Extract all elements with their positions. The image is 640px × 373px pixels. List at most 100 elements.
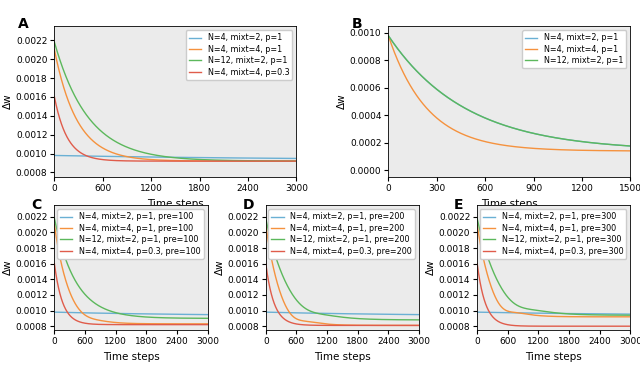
N=12, mixt=2, p=1	[167, 155, 175, 160]
N=4, mixt=4, p=1	[403, 77, 410, 81]
N=4, mixt=4, p=0.3, pre=100	[143, 322, 151, 327]
N=4, mixt=4, p=1, pre=100	[197, 322, 205, 326]
Legend: N=4, mixt=2, p=1, N=4, mixt=4, p=1, N=12, mixt=2, p=1, N=4, mixt=4, p=0.3: N=4, mixt=2, p=1, N=4, mixt=4, p=1, N=12…	[186, 30, 292, 80]
N=12, mixt=2, p=1, pre=200	[408, 317, 416, 322]
N=12, mixt=2, p=1	[403, 58, 410, 62]
N=12, mixt=2, p=1, pre=100	[111, 310, 119, 315]
N=4, mixt=2, p=1, pre=300	[627, 312, 634, 316]
Line: N=4, mixt=2, p=1: N=4, mixt=2, p=1	[54, 156, 296, 159]
N=12, mixt=2, p=1	[525, 130, 533, 135]
Line: N=12, mixt=2, p=1, pre=300: N=12, mixt=2, p=1, pre=300	[477, 219, 630, 315]
N=4, mixt=4, p=1, pre=200	[355, 323, 363, 327]
Y-axis label: Δw: Δw	[214, 260, 225, 275]
N=4, mixt=2, p=1, pre=300	[566, 311, 574, 316]
N=4, mixt=4, p=0.3, pre=100	[124, 322, 132, 327]
N=12, mixt=2, p=1	[439, 92, 447, 96]
N=4, mixt=4, p=1, pre=300	[566, 314, 574, 319]
N=4, mixt=4, p=0.3, pre=200	[292, 322, 300, 326]
N=4, mixt=4, p=1	[51, 47, 58, 52]
Line: N=4, mixt=2, p=1, pre=200: N=4, mixt=2, p=1, pre=200	[266, 312, 419, 314]
N=12, mixt=2, p=1, pre=100	[197, 316, 205, 320]
N=4, mixt=2, p=1, pre=100	[101, 311, 109, 316]
N=4, mixt=4, p=0.3, pre=300	[524, 324, 532, 328]
Line: N=12, mixt=2, p=1, pre=100: N=12, mixt=2, p=1, pre=100	[54, 219, 207, 318]
N=4, mixt=4, p=1, pre=300	[504, 309, 511, 313]
N=12, mixt=2, p=1, pre=100	[143, 315, 151, 319]
N=4, mixt=4, p=1	[292, 159, 300, 163]
N=12, mixt=2, p=1, pre=300	[620, 313, 627, 317]
N=12, mixt=2, p=1, pre=300	[504, 295, 511, 300]
N=12, mixt=2, p=1	[458, 104, 466, 109]
N=4, mixt=4, p=0.3, pre=100	[204, 322, 211, 327]
N=4, mixt=2, p=1, pre=300	[474, 310, 481, 314]
N=4, mixt=4, p=1, pre=100	[101, 319, 109, 323]
N=12, mixt=2, p=1, pre=200	[335, 314, 343, 319]
N=12, mixt=2, p=1, pre=300	[534, 308, 542, 313]
N=4, mixt=4, p=1	[627, 148, 634, 153]
N=4, mixt=4, p=0.3	[147, 159, 155, 163]
N=4, mixt=2, p=1	[131, 154, 138, 159]
N=4, mixt=2, p=1, pre=100	[143, 312, 151, 316]
N=4, mixt=2, p=1, pre=100	[204, 312, 211, 317]
N=4, mixt=2, p=1	[147, 155, 155, 159]
N=12, mixt=2, p=1, pre=300	[474, 216, 481, 221]
N=4, mixt=2, p=1, pre=100	[197, 312, 205, 317]
N=4, mixt=2, p=1, pre=300	[547, 311, 555, 316]
Text: B: B	[352, 17, 363, 31]
N=12, mixt=2, p=1	[292, 159, 300, 163]
Text: E: E	[454, 198, 464, 211]
N=4, mixt=2, p=1	[292, 156, 300, 161]
N=12, mixt=2, p=1, pre=200	[415, 318, 423, 322]
N=4, mixt=2, p=1, pre=200	[323, 311, 331, 316]
N=4, mixt=2, p=1	[51, 153, 58, 158]
N=12, mixt=2, p=1, pre=300	[627, 313, 634, 317]
N=4, mixt=2, p=1	[627, 144, 634, 148]
N=4, mixt=2, p=1	[588, 141, 595, 145]
N=12, mixt=2, p=1, pre=100	[81, 292, 89, 297]
N=4, mixt=2, p=1	[282, 156, 289, 161]
Text: A: A	[18, 17, 29, 31]
N=4, mixt=4, p=0.3	[167, 159, 175, 163]
N=4, mixt=4, p=1, pre=100	[124, 321, 132, 326]
N=4, mixt=4, p=1, pre=200	[415, 323, 423, 327]
N=4, mixt=4, p=0.3, pre=100	[81, 321, 89, 325]
N=4, mixt=2, p=1	[458, 104, 466, 109]
N=4, mixt=2, p=1, pre=200	[408, 312, 416, 317]
Line: N=4, mixt=4, p=0.3, pre=300: N=4, mixt=4, p=0.3, pre=300	[477, 264, 630, 326]
N=4, mixt=4, p=0.3, pre=300	[474, 261, 481, 266]
N=4, mixt=4, p=0.3, pre=300	[620, 324, 627, 329]
N=4, mixt=2, p=1, pre=200	[355, 312, 363, 316]
X-axis label: Time steps: Time steps	[314, 352, 371, 361]
X-axis label: Time steps: Time steps	[525, 352, 582, 361]
N=12, mixt=2, p=1	[99, 130, 106, 135]
N=4, mixt=4, p=1	[99, 146, 106, 150]
Line: N=4, mixt=4, p=1, pre=200: N=4, mixt=4, p=1, pre=200	[266, 225, 419, 325]
N=4, mixt=2, p=1, pre=100	[51, 310, 58, 314]
N=4, mixt=4, p=0.3, pre=100	[197, 322, 205, 327]
N=4, mixt=2, p=1, pre=300	[504, 310, 511, 315]
N=4, mixt=2, p=1	[99, 154, 106, 159]
N=12, mixt=2, p=1	[282, 159, 289, 163]
X-axis label: Time steps: Time steps	[147, 199, 204, 209]
Line: N=4, mixt=2, p=1, pre=300: N=4, mixt=2, p=1, pre=300	[477, 312, 630, 314]
Line: N=12, mixt=2, p=1: N=12, mixt=2, p=1	[388, 36, 630, 146]
Line: N=4, mixt=4, p=0.3, pre=200: N=4, mixt=4, p=0.3, pre=200	[266, 264, 419, 325]
Y-axis label: Δw: Δw	[426, 260, 436, 275]
N=4, mixt=4, p=1	[458, 132, 466, 136]
N=4, mixt=4, p=1	[385, 34, 392, 38]
N=12, mixt=2, p=1	[596, 141, 604, 146]
N=4, mixt=4, p=0.3, pre=200	[355, 323, 363, 327]
N=4, mixt=4, p=0.3, pre=300	[627, 324, 634, 329]
N=12, mixt=2, p=1, pre=200	[262, 216, 269, 221]
N=4, mixt=4, p=1, pre=200	[323, 322, 331, 326]
N=4, mixt=2, p=1, pre=200	[335, 311, 343, 316]
N=12, mixt=2, p=1, pre=300	[524, 307, 532, 311]
N=12, mixt=2, p=1, pre=200	[313, 311, 321, 316]
N=4, mixt=4, p=0.3	[99, 157, 106, 162]
N=12, mixt=2, p=1	[197, 157, 205, 162]
N=4, mixt=4, p=1	[596, 148, 604, 153]
N=4, mixt=2, p=1	[525, 130, 533, 135]
N=4, mixt=4, p=1, pre=100	[81, 313, 89, 317]
N=12, mixt=2, p=1, pre=100	[204, 316, 211, 320]
N=4, mixt=4, p=1, pre=300	[620, 314, 627, 319]
